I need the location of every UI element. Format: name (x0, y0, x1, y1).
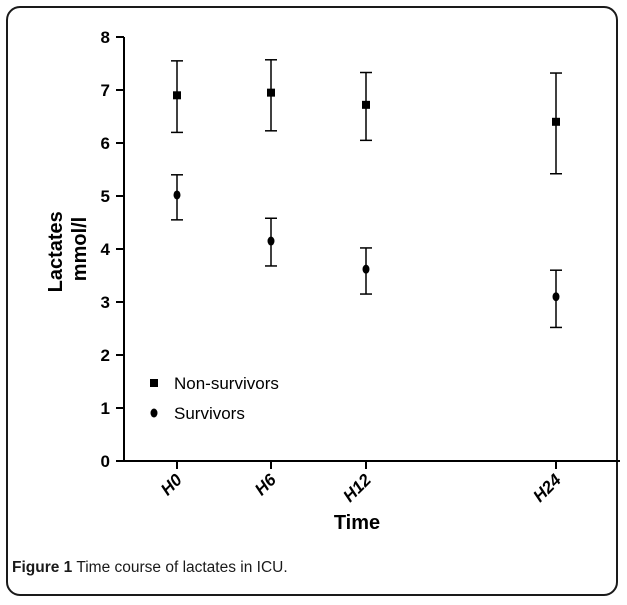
x-tick-label: H6 (251, 470, 280, 499)
series-survivors (171, 174, 562, 329)
data-point-circle (552, 292, 560, 302)
y-tick-label: 5 (101, 187, 110, 206)
y-axis-title: Lactates mmol/l (45, 206, 91, 293)
data-point-square (552, 117, 560, 126)
caption-text: Time course of lactates in ICU. (76, 559, 288, 576)
data-point-square (267, 88, 275, 97)
series-marks (171, 59, 562, 329)
data-point-square (362, 100, 370, 109)
y-tick-label: 0 (101, 452, 110, 471)
figure-frame (6, 6, 618, 596)
x-axis-title: Time (334, 512, 380, 534)
y-axis: 0 1 2 3 4 5 6 7 8 (101, 28, 125, 471)
legend-marker-square (150, 379, 158, 387)
y-axis-title-line-2: mmol/l (69, 217, 91, 281)
y-tick-label: 7 (101, 81, 110, 100)
series-non-survivors (171, 59, 562, 175)
x-tick-label: H0 (157, 470, 186, 499)
figure-caption: Figure 1 Time course of lactates in ICU. (12, 559, 602, 585)
legend-marker-circle (150, 408, 158, 418)
data-point-circle (173, 190, 181, 200)
caption-label: Figure 1 (12, 559, 73, 576)
legend-item: Survivors (150, 404, 245, 423)
data-point-circle (267, 236, 275, 246)
data-point-square (173, 91, 181, 100)
data-point-circle (362, 264, 370, 274)
x-tick-label: H12 (339, 470, 375, 506)
y-tick-label: 1 (101, 399, 110, 418)
y-axis-title-line-1: Lactates (45, 211, 67, 292)
legend-label: Non-survivors (174, 374, 279, 393)
legend: Non-survivors Survivors (150, 374, 279, 423)
legend-item: Non-survivors (150, 374, 279, 393)
legend-label: Survivors (174, 404, 245, 423)
y-tick-label: 3 (101, 293, 110, 312)
x-axis: H0 H6 H12 H24 (124, 460, 620, 506)
y-tick-label: 8 (101, 28, 110, 47)
y-tick-label: 6 (101, 134, 110, 153)
x-tick-label: H24 (529, 470, 565, 506)
y-tick-label: 4 (101, 240, 111, 259)
y-tick-label: 2 (101, 346, 110, 365)
